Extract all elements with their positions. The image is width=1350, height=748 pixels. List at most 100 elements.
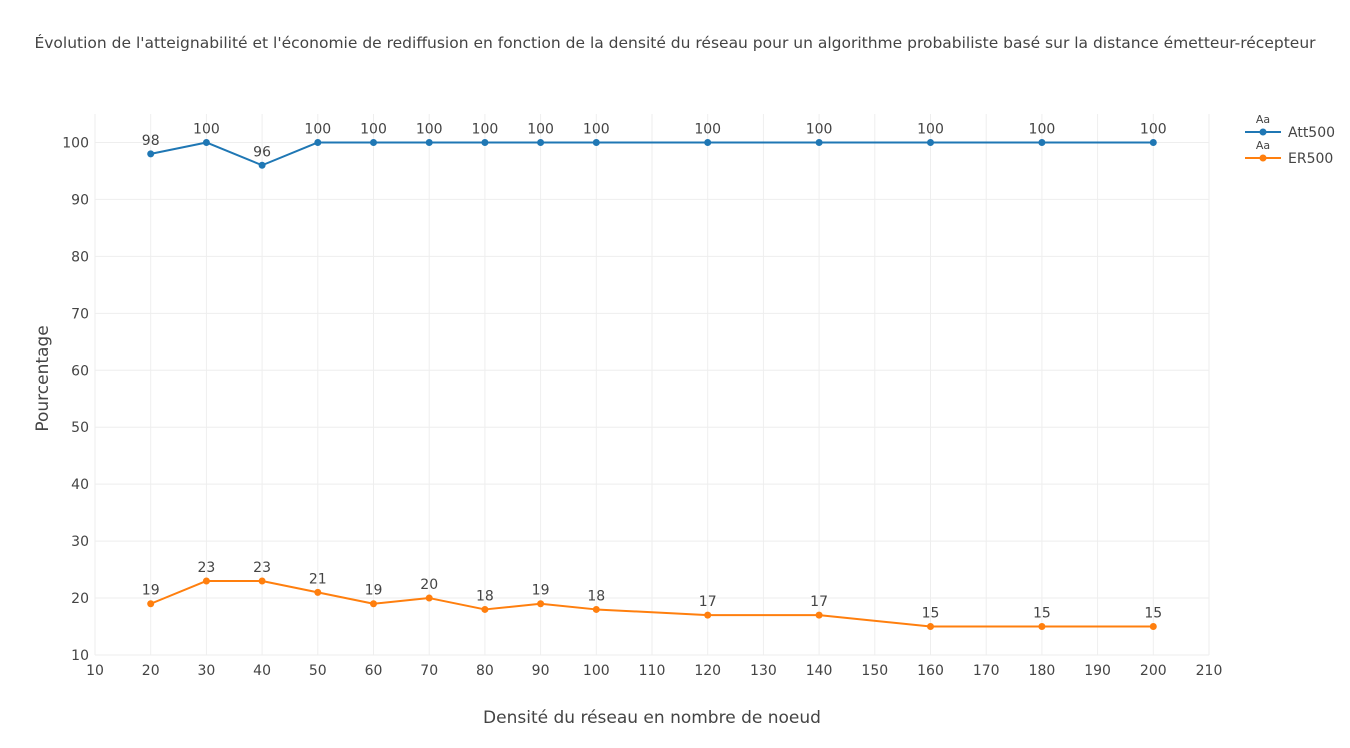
chart-title: Évolution de l'atteignabilité et l'écono… <box>34 34 1316 52</box>
data-label-er500: 17 <box>810 594 828 610</box>
legend-symbol-text: Aa <box>1256 139 1270 152</box>
data-point-att500[interactable] <box>370 138 377 146</box>
data-label-er500: 15 <box>922 606 940 622</box>
data-label-er500: 20 <box>420 577 438 593</box>
y-tick-label: 20 <box>71 591 89 607</box>
axes: 10 20 30 40 50 60 70 80 90 100 110 120 130 140 150 160 1… <box>62 135 1222 679</box>
legend-label-er500: ER500 <box>1288 151 1333 167</box>
x-tick-label: 160 <box>917 663 944 679</box>
data-label-er500: 19 <box>532 583 550 599</box>
x-tick-label: 210 <box>1196 663 1223 679</box>
x-tick-label: 170 <box>973 663 1000 679</box>
y-axis-title: Pourcentage <box>33 325 53 431</box>
legend-marker-er500 <box>1259 154 1267 162</box>
x-tick-label: 50 <box>309 663 327 679</box>
data-label-att500: 100 <box>1029 121 1056 137</box>
x-tick-label: 70 <box>420 663 438 679</box>
series-line-att500 <box>150 141 1154 167</box>
legend-item-att500[interactable]: Aa Att500 <box>1245 113 1335 141</box>
legend[interactable]: Aa Att500 Aa ER500 <box>1245 113 1335 167</box>
x-axis-title: Densité du réseau en nombre de noeud <box>483 708 821 728</box>
series-layer <box>147 138 1157 631</box>
data-labels: 98 100 96 100 100 100 100 100 100 100 100 100 100 100… <box>142 121 1167 621</box>
data-point-er500[interactable] <box>370 600 377 608</box>
y-tick-label: 90 <box>71 192 89 208</box>
data-label-er500: 18 <box>476 588 494 604</box>
data-label-att500: 100 <box>694 121 721 137</box>
data-label-att500: 100 <box>193 121 220 137</box>
data-label-att500: 100 <box>527 121 554 137</box>
data-point-att500[interactable] <box>927 138 934 146</box>
data-point-att500[interactable] <box>1149 138 1157 146</box>
x-tick-label: 90 <box>532 663 550 679</box>
x-tick-label: 150 <box>861 663 888 679</box>
series-line-er500 <box>150 579 1154 628</box>
data-point-att500[interactable] <box>815 138 823 146</box>
legend-label-att500: Att500 <box>1288 125 1335 141</box>
data-label-er500: 15 <box>1144 606 1162 622</box>
data-label-att500: 100 <box>917 121 944 137</box>
data-label-att500: 100 <box>360 121 387 137</box>
data-point-er500[interactable] <box>481 605 489 613</box>
x-tick-label: 80 <box>476 663 494 679</box>
data-point-att500[interactable] <box>314 138 322 146</box>
x-tick-label: 130 <box>750 663 777 679</box>
data-point-att500[interactable] <box>704 138 712 146</box>
x-tick-label: 120 <box>694 663 721 679</box>
x-tick-label: 110 <box>639 663 666 679</box>
x-tick-label: 190 <box>1084 663 1111 679</box>
y-tick-label: 30 <box>71 534 89 550</box>
legend-item-er500[interactable]: Aa ER500 <box>1245 139 1333 167</box>
data-point-att500[interactable] <box>425 138 433 146</box>
y-tick-label: 70 <box>71 306 89 322</box>
data-point-att500[interactable] <box>147 150 155 158</box>
x-tick-label: 40 <box>253 663 271 679</box>
data-point-er500[interactable] <box>202 577 210 585</box>
data-label-er500: 19 <box>142 583 160 599</box>
legend-symbol-text: Aa <box>1256 113 1270 126</box>
data-label-er500: 23 <box>197 560 215 576</box>
data-label-att500: 98 <box>142 133 160 149</box>
data-point-er500[interactable] <box>592 605 600 613</box>
data-label-er500: 15 <box>1033 606 1051 622</box>
data-point-att500[interactable] <box>481 138 489 146</box>
data-label-er500: 21 <box>309 571 327 587</box>
data-label-att500: 100 <box>806 121 833 137</box>
data-point-er500[interactable] <box>704 611 712 619</box>
data-point-att500[interactable] <box>537 138 545 146</box>
x-tick-label: 140 <box>806 663 833 679</box>
data-point-att500[interactable] <box>592 138 600 146</box>
x-tick-label: 100 <box>583 663 610 679</box>
data-point-er500[interactable] <box>147 600 155 608</box>
x-tick-label: 200 <box>1140 663 1167 679</box>
y-tick-label: 10 <box>71 648 89 664</box>
data-point-er500[interactable] <box>1038 623 1046 631</box>
data-label-att500: 100 <box>1140 121 1167 137</box>
data-point-er500[interactable] <box>537 600 545 608</box>
grid <box>94 114 1210 656</box>
data-label-att500: 100 <box>416 121 443 137</box>
y-tick-label: 60 <box>71 363 89 379</box>
x-tick-label: 60 <box>365 663 383 679</box>
x-tick-label: 20 <box>142 663 160 679</box>
data-point-er500[interactable] <box>1149 623 1157 631</box>
data-point-att500[interactable] <box>258 161 266 169</box>
data-label-att500: 100 <box>583 121 610 137</box>
x-tick-label: 10 <box>86 663 104 679</box>
data-point-er500[interactable] <box>314 588 322 596</box>
x-tick-label: 30 <box>197 663 215 679</box>
data-point-er500[interactable] <box>927 623 934 631</box>
data-point-er500[interactable] <box>815 611 823 619</box>
y-tick-label: 80 <box>71 249 89 265</box>
y-tick-label: 40 <box>71 477 89 493</box>
y-tick-label: 100 <box>62 135 89 151</box>
data-label-er500: 18 <box>587 588 605 604</box>
data-point-er500[interactable] <box>425 594 433 602</box>
data-point-er500[interactable] <box>258 577 266 585</box>
data-point-att500[interactable] <box>1038 138 1046 146</box>
data-label-er500: 17 <box>699 594 717 610</box>
data-label-att500: 100 <box>304 121 331 137</box>
data-point-att500[interactable] <box>202 138 210 146</box>
data-label-att500: 100 <box>472 121 499 137</box>
data-label-er500: 19 <box>365 583 383 599</box>
